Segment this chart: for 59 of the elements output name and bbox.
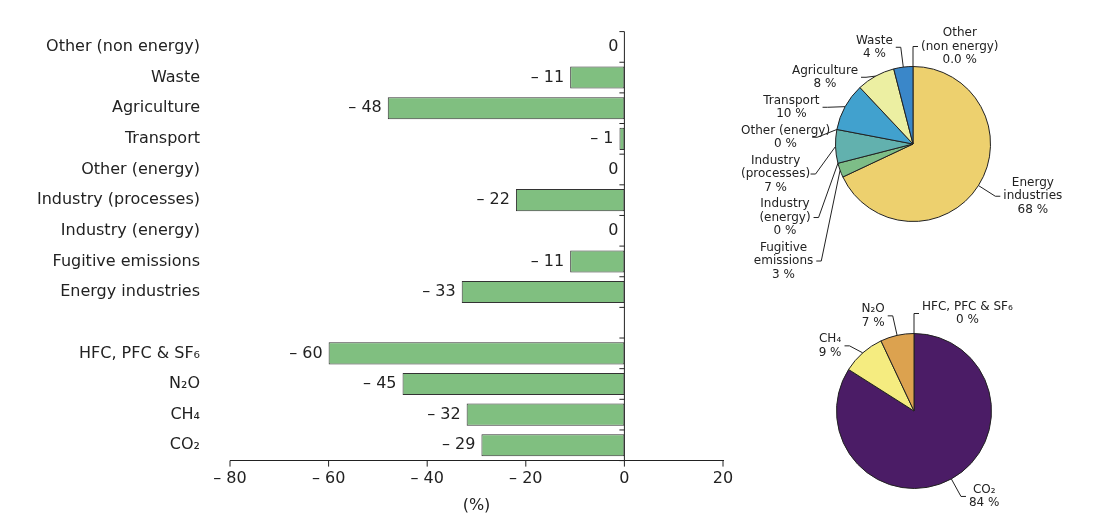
- data-label: 68 %: [1017, 201, 1049, 216]
- data-label: 4 %: [862, 46, 886, 61]
- category-label: Other (energy): [741, 122, 831, 137]
- data-label: 0: [608, 158, 619, 178]
- text: 0 %: [774, 136, 797, 151]
- x-tick-label: 0: [619, 468, 630, 488]
- slice-label: Fugitive emissions: [753, 239, 814, 268]
- x-tick-label: 20: [712, 468, 734, 488]
- category-label: Other (non energy): [921, 25, 999, 53]
- data-label: – 11: [530, 66, 565, 86]
- y-tick-label: Industry (processes): [36, 189, 200, 209]
- text: 0 %: [773, 223, 797, 238]
- data-label: – 60: [289, 342, 323, 362]
- data-label: – 1: [590, 128, 614, 148]
- slice-label: Energy industries: [1003, 174, 1063, 203]
- x-tick-label: – 60: [311, 468, 346, 488]
- data-label: 10 %: [776, 106, 807, 121]
- y-tick-label: Transport: [123, 128, 200, 148]
- y-tick-label: Agriculture: [112, 97, 200, 117]
- text: 0.0 %: [942, 52, 977, 67]
- x-tick-label: – 20: [509, 468, 543, 488]
- data-label: – 33: [422, 281, 456, 301]
- data-label: 84 %: [968, 495, 1000, 510]
- y-tick-label: Waste: [150, 66, 200, 86]
- y-tick-label: Other (non energy): [46, 36, 200, 56]
- slice-label: CO₂: [972, 481, 996, 496]
- slice-label: Waste: [855, 32, 893, 47]
- data-label: 8 %: [813, 76, 837, 91]
- data-label: – 48: [348, 97, 382, 117]
- data-label: – 29: [441, 434, 476, 454]
- y-tick-label: Industry (energy): [60, 219, 200, 239]
- slice-label: Transport: [762, 92, 820, 107]
- category-label: Industry (energy): [759, 196, 811, 224]
- y-tick-label: Fugitive emissions: [52, 250, 200, 270]
- y-tick-label: N₂O: [169, 373, 200, 393]
- y-tick-label: Energy industries: [60, 281, 200, 301]
- x-tick-label: – 80: [213, 468, 247, 488]
- slice-label: N₂O: [861, 301, 885, 316]
- data-label: 0: [608, 36, 619, 56]
- data-label: 0: [608, 219, 619, 239]
- y-tick-label: CH₄: [170, 403, 200, 423]
- slice-label: Agriculture: [792, 62, 859, 77]
- data-label: – 32: [427, 403, 461, 423]
- x-tick-label: – 40: [410, 468, 444, 488]
- text: 0 %: [955, 312, 979, 327]
- slice-label: Industry (processes): [740, 152, 811, 181]
- data-label: – 45: [363, 373, 397, 393]
- category-label: HFC, PFC & SF₆: [921, 298, 1013, 313]
- data-label: 7 %: [764, 179, 787, 194]
- data-label: 7 %: [861, 314, 885, 329]
- slice-label: CH₄: [818, 331, 842, 346]
- x-axis-title: (%): [462, 494, 491, 514]
- data-label: 3 %: [772, 266, 795, 281]
- data-label: – 11: [530, 250, 565, 270]
- y-tick-label: Other (energy): [81, 158, 200, 178]
- data-label: – 22: [476, 189, 510, 209]
- y-tick-label: HFC, PFC & SF₆: [78, 342, 200, 362]
- y-tick-label: CO₂: [169, 434, 200, 454]
- data-label: 9 %: [818, 344, 842, 359]
